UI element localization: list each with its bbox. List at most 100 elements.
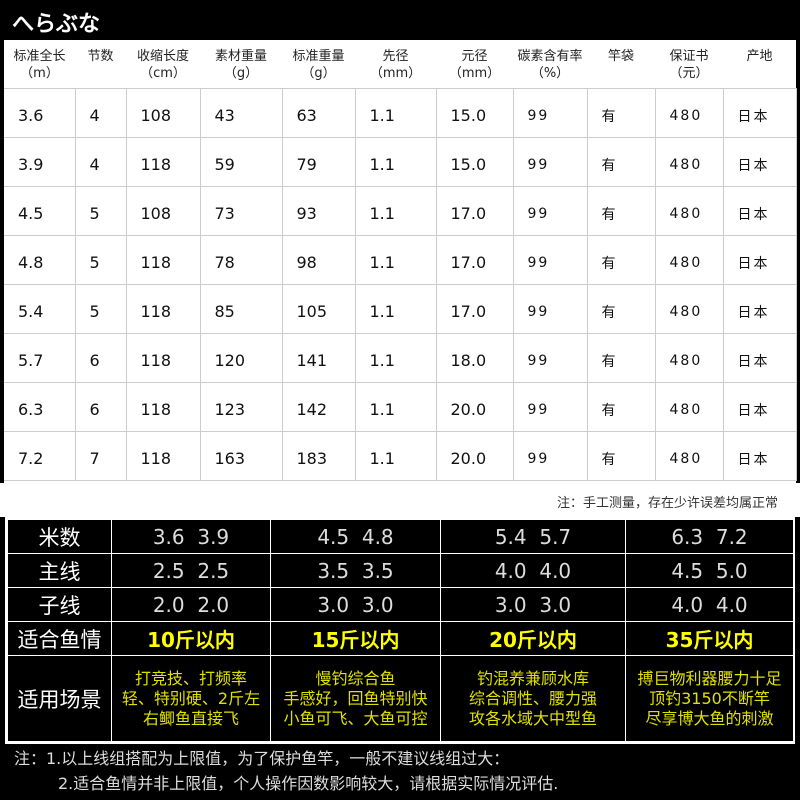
column-header-line: （mm） — [369, 66, 422, 81]
table-cell: 17.0 — [435, 185, 514, 236]
table-cell: 20.0 — [435, 430, 514, 481]
table-cell: 183 — [281, 430, 356, 481]
page-title: へらぶな — [12, 12, 101, 37]
table-cell: 108 — [125, 87, 201, 138]
row-label: 适合鱼情 — [7, 621, 112, 656]
table-row: 6.3 6 118 123 142 1.1 20.0 99 有 480 日本 — [4, 381, 797, 432]
scene-line: 手感好，回鱼特别快 — [283, 688, 428, 708]
table-cell: 1.1 — [354, 332, 437, 383]
table-row: 5.4 5 118 85 105 1.1 17.0 99 有 480 日本 — [4, 283, 797, 334]
table-cell: 7.2 — [4, 430, 76, 481]
table-row: 4.5 5 108 73 93 1.1 17.0 99 有 480 日本 — [4, 185, 797, 236]
scene-line: 尽享博大鱼的刺激 — [645, 708, 774, 728]
spec-table: 标准全长 （m） 节数 收缩长度 （cm） 素材重量 （g） 标准重量 （g） 先径 （mm） 元径 （… — [4, 40, 797, 483]
scene-line: 轻、特别硬、2斤左 — [121, 688, 261, 708]
table-cell: 有 — [586, 283, 656, 334]
table-cell: 85 — [199, 283, 283, 334]
table-cell: 15.0 — [435, 136, 514, 187]
line-cell: 2.5 2.5 — [111, 553, 271, 588]
spec-header-row: 标准全长 （m） 节数 收缩长度 （cm） 素材重量 （g） 标准重量 （g） 先径 （mm） 元径 （… — [4, 40, 796, 88]
line-cell: 搏巨物利器腰力十足 顶钓3150不断竿 尽享博大鱼的刺激 — [625, 655, 794, 742]
line-cell: 10斤以内 — [111, 621, 271, 656]
column-header-line: （cm） — [140, 66, 186, 81]
table-cell: 118 — [125, 283, 201, 334]
table-cell: 480 — [654, 430, 724, 481]
scene-line: 小鱼可飞、大鱼可控 — [283, 708, 428, 728]
table-row: 4.8 5 118 78 98 1.1 17.0 99 有 480 日本 — [4, 234, 797, 285]
table-cell: 18.0 — [435, 332, 514, 383]
table-cell: 93 — [281, 185, 356, 236]
table-cell: 118 — [125, 430, 201, 481]
table-cell: 1.1 — [354, 87, 437, 138]
table-cell: 6 — [74, 381, 127, 432]
column-header: 标准重量 （g） — [282, 40, 355, 88]
table-row: 5.7 6 118 120 141 1.1 18.0 99 有 480 日本 — [4, 332, 797, 383]
column-header-line: 标准重量 — [292, 49, 345, 64]
table-cell: 43 — [199, 87, 283, 138]
table-cell: 118 — [125, 234, 201, 285]
line-cell: 4.5 5.0 — [625, 553, 794, 588]
table-cell: 480 — [654, 381, 724, 432]
table-cell: 15.0 — [435, 87, 514, 138]
table-cell: 1.1 — [354, 381, 437, 432]
table-cell: 6 — [74, 332, 127, 383]
row-label: 子线 — [7, 587, 112, 622]
line-cell: 3.0 3.0 — [270, 587, 441, 622]
table-cell: 59 — [199, 136, 283, 187]
table-cell: 105 — [281, 283, 356, 334]
column-header-line: 标准全长 — [13, 49, 66, 64]
table-cell: 99 — [512, 87, 588, 138]
table-cell: 78 — [199, 234, 283, 285]
table-cell: 480 — [654, 234, 724, 285]
column-header-line: 竿袋 — [607, 49, 634, 64]
table-cell: 73 — [199, 185, 283, 236]
column-header-line: 收缩长度 — [136, 49, 189, 64]
column-header-line: 先径 — [382, 49, 409, 64]
scene-line: 搏巨物利器腰力十足 — [637, 668, 782, 688]
table-cell: 99 — [512, 283, 588, 334]
table-cell: 99 — [512, 381, 588, 432]
table-row: 3.9 4 118 59 79 1.1 15.0 99 有 480 日本 — [4, 136, 797, 187]
row-label: 适用场景 — [7, 655, 112, 742]
line-row: 子线 2.0 2.0 3.0 3.0 3.0 3.0 4.0 4.0 — [7, 587, 794, 622]
column-header: 标准全长 （m） — [4, 40, 75, 88]
column-header-line: （m） — [20, 66, 59, 81]
table-cell: 日本 — [722, 234, 797, 285]
scene-line: 慢钓综合鱼 — [315, 668, 396, 688]
line-cell: 4.0 4.0 — [625, 587, 794, 622]
line-row: 主线 2.5 2.5 3.5 3.5 4.0 4.0 4.5 5.0 — [7, 553, 794, 588]
column-header: 产地 — [723, 40, 796, 88]
table-cell: 日本 — [722, 283, 797, 334]
footnotes: 注：1.以上线组搭配为上限值，为了保护鱼竿，一般不建议线组过大： 2.适合鱼情并… — [14, 746, 558, 796]
line-cell: 慢钓综合鱼 手感好，回鱼特别快 小鱼可飞、大鱼可控 — [270, 655, 441, 742]
row-label: 米数 — [7, 519, 112, 554]
table-cell: 有 — [586, 332, 656, 383]
table-cell: 4 — [74, 87, 127, 138]
table-cell: 163 — [199, 430, 283, 481]
line-row: 适合鱼情 10斤以内 15斤以内 20斤以内 35斤以内 — [7, 621, 794, 656]
table-cell: 1.1 — [354, 136, 437, 187]
line-cell: 钓混养兼顾水库 综合调性、腰力强 攻各水域大中型鱼 — [440, 655, 626, 742]
table-cell: 日本 — [722, 430, 797, 481]
line-cell: 35斤以内 — [625, 621, 794, 656]
table-cell: 4 — [74, 136, 127, 187]
table-cell: 99 — [512, 185, 588, 236]
table-cell: 5 — [74, 185, 127, 236]
table-cell: 142 — [281, 381, 356, 432]
table-cell: 1.1 — [354, 430, 437, 481]
table-cell: 141 — [281, 332, 356, 383]
line-row: 适用场景 打竞技、打频率 轻、特别硬、2斤左 右鲫鱼直接飞 慢钓综合鱼 手感好，回鱼特别快… — [7, 655, 794, 742]
column-header: 收缩长度 （cm） — [126, 40, 200, 88]
table-cell: 3.6 — [4, 87, 76, 138]
table-cell: 日本 — [722, 381, 797, 432]
table-cell: 99 — [512, 234, 588, 285]
table-cell: 17.0 — [435, 283, 514, 334]
line-cell: 3.6 3.9 — [111, 519, 271, 554]
table-cell: 123 — [199, 381, 283, 432]
table-cell: 79 — [281, 136, 356, 187]
scene-line: 攻各水域大中型鱼 — [468, 708, 597, 728]
table-cell: 118 — [125, 332, 201, 383]
table-cell: 5 — [74, 234, 127, 285]
table-cell: 有 — [586, 185, 656, 236]
table-cell: 108 — [125, 185, 201, 236]
